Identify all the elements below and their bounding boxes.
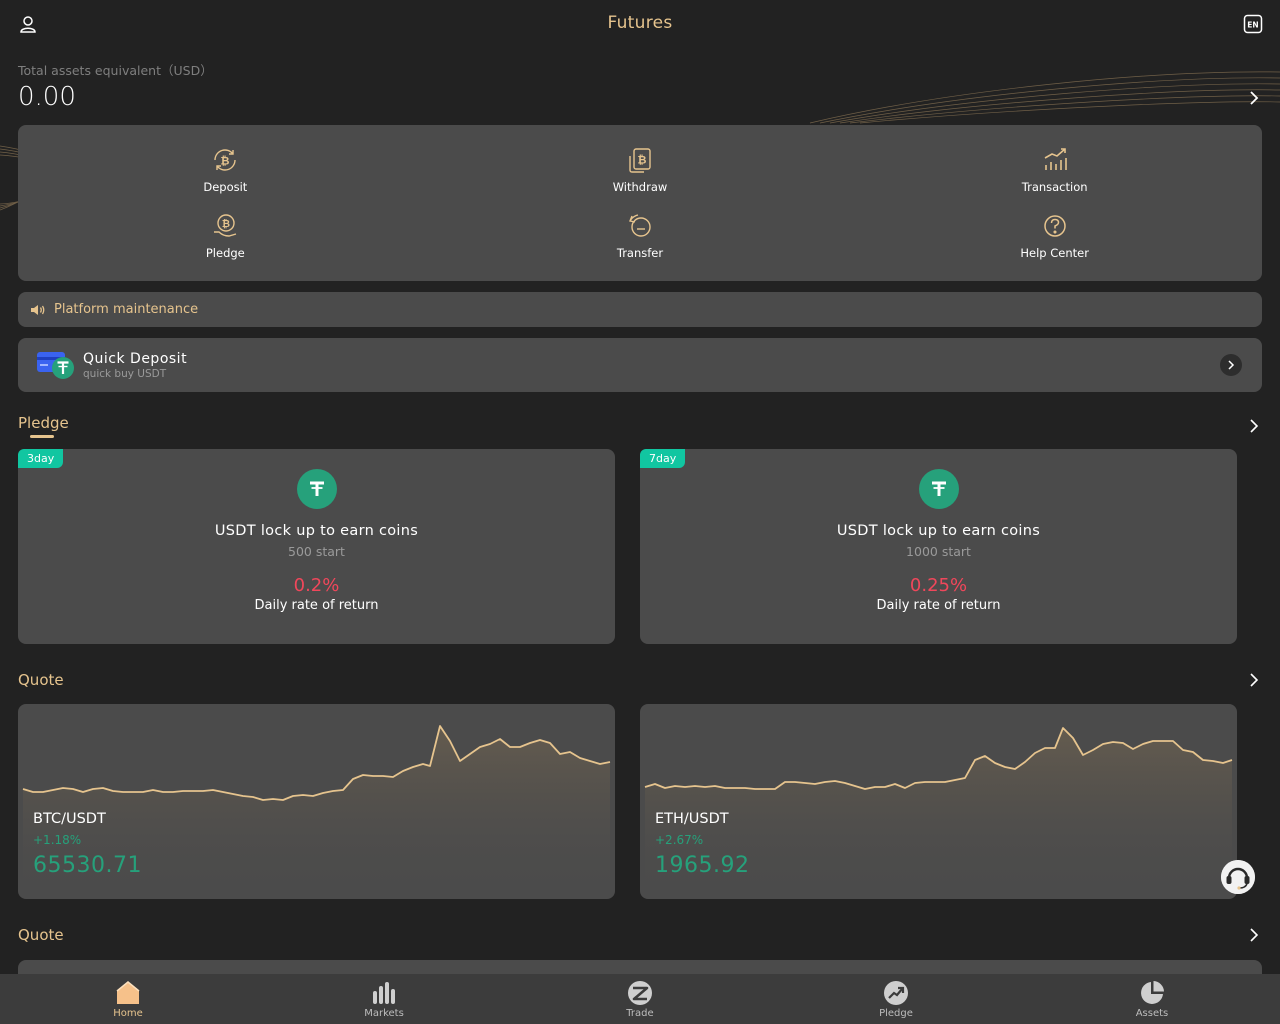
quote-change: +1.18%: [33, 833, 82, 847]
pledge-card[interactable]: 7day USDT lock up to earn coins 1000 sta…: [640, 449, 1237, 644]
chevron-right-icon[interactable]: [1220, 354, 1242, 376]
question-circle-icon: [1043, 215, 1066, 237]
pledge-card-title: USDT lock up to earn coins: [836, 523, 1041, 539]
quote-pair: ETH/USDT: [655, 811, 729, 827]
usdt-card-icon: [37, 352, 74, 379]
help-center-button[interactable]: Help Center: [847, 203, 1262, 269]
quote-section-title[interactable]: Quote: [18, 671, 64, 689]
pledge-card-start: 500 start: [288, 544, 345, 559]
bottom-tab-bar: Home Markets Trade Pledge Assets: [0, 974, 1280, 1024]
quote-pair: BTC/USDT: [33, 811, 106, 827]
day-tag: 7day: [640, 449, 686, 468]
svg-text:EN: EN: [1247, 21, 1258, 30]
svg-text:₿: ₿: [222, 218, 230, 230]
deposit-button[interactable]: ₿ Deposit: [18, 137, 433, 203]
tab-trade[interactable]: Trade: [512, 974, 768, 1024]
withdraw-label: Withdraw: [612, 180, 668, 194]
pledge-card-rate: 0.25%: [909, 575, 968, 596]
bitcoin-card-icon: ₿: [629, 148, 651, 173]
notice-text: Platform maintenance: [54, 302, 199, 317]
quote-price: 65530.71: [33, 853, 142, 878]
deposit-label: Deposit: [203, 180, 248, 194]
sparkline-area: [645, 728, 1232, 899]
tab-markets[interactable]: Markets: [256, 974, 512, 1024]
chevron-right-icon[interactable]: [1246, 927, 1262, 943]
tab-underline: [30, 435, 54, 438]
pie-chart-icon: [1141, 980, 1164, 1004]
pledge-card[interactable]: 3day USDT lock up to earn coins 500 star…: [18, 449, 615, 644]
svg-text:₿: ₿: [221, 155, 230, 168]
usdt-icon: [296, 469, 337, 509]
pledge-button[interactable]: ₿ Pledge: [18, 203, 433, 269]
tab-label: Pledge: [879, 1007, 913, 1019]
tab-label: Markets: [364, 1007, 404, 1019]
customer-support-button[interactable]: [1221, 860, 1255, 894]
notice-bar[interactable]: Platform maintenance: [18, 292, 1262, 327]
quick-deposit-card[interactable]: Quick Deposit quick buy USDT: [18, 338, 1262, 392]
quick-actions-panel: ₿ Deposit ₿ Withdraw Transaction ₿ Pledg…: [18, 125, 1262, 281]
transfer-label: Transfer: [616, 246, 664, 260]
day-tag: 3day: [18, 449, 64, 468]
sparkline-chart: [22, 725, 611, 899]
sparkline-line: [644, 727, 1233, 790]
transfer-button[interactable]: Transfer: [433, 203, 848, 269]
quote-price: 1965.92: [655, 853, 750, 878]
sparkline-chart: [644, 727, 1233, 899]
page-title: Futures: [607, 13, 673, 33]
headset-icon: [1221, 860, 1255, 894]
pledge-card-rate-label: Daily rate of return: [254, 598, 379, 613]
transaction-button[interactable]: Transaction: [847, 137, 1262, 203]
transfer-clock-icon: [629, 214, 651, 237]
pledge-card-start: 1000 start: [906, 544, 971, 559]
pledge-trend-icon: [884, 980, 908, 1005]
language-en-icon[interactable]: EN: [1242, 13, 1264, 35]
chevron-right-icon[interactable]: [1246, 418, 1262, 434]
assets-value: 0.00: [18, 82, 76, 112]
quote-section-title-2[interactable]: Quote: [18, 926, 64, 944]
pledge-card-rate-label: Daily rate of return: [876, 598, 1001, 613]
tab-label: Trade: [626, 1007, 654, 1019]
quick-deposit-title: Quick Deposit: [83, 350, 188, 367]
bitcoin-refresh-icon: ₿: [214, 149, 237, 171]
pledge-label: Pledge: [205, 246, 245, 260]
tab-label: Assets: [1135, 1007, 1169, 1019]
sparkline-line: [22, 725, 611, 801]
quote-card-btc[interactable]: BTC/USDT +1.18% 65530.71: [18, 704, 615, 899]
home-icon: [116, 980, 140, 1004]
chevron-right-icon[interactable]: [1246, 672, 1262, 688]
user-icon[interactable]: [16, 12, 40, 36]
pledge-card-title: USDT lock up to earn coins: [214, 523, 419, 539]
withdraw-button[interactable]: ₿ Withdraw: [433, 137, 848, 203]
tab-pledge[interactable]: Pledge: [768, 974, 1024, 1024]
tab-label: Home: [113, 1007, 143, 1019]
quote-card-eth[interactable]: ETH/USDT +2.67% 1965.92: [640, 704, 1237, 899]
quote-change: +2.67%: [655, 833, 704, 847]
speaker-icon: [31, 304, 45, 315]
quick-deposit-subtitle: quick buy USDT: [83, 367, 167, 380]
svg-text:₿: ₿: [638, 154, 647, 167]
assets-label: Total assets equivalent（USD）: [18, 63, 213, 78]
bar-trend-icon: [1044, 148, 1067, 170]
sparkline-area: [23, 726, 610, 899]
bars-chart-icon: [373, 981, 395, 1004]
pledge-card-rate: 0.2%: [293, 575, 340, 596]
tab-assets[interactable]: Assets: [1024, 974, 1280, 1024]
tab-home[interactable]: Home: [0, 974, 256, 1024]
chevron-right-icon[interactable]: [1244, 88, 1264, 108]
help-center-label: Help Center: [1020, 246, 1089, 260]
pledge-section-title[interactable]: Pledge: [18, 414, 69, 432]
bitcoin-hand-icon: ₿: [214, 214, 237, 237]
transaction-label: Transaction: [1021, 180, 1088, 194]
usdt-icon: [918, 469, 959, 509]
trade-z-icon: [628, 980, 652, 1005]
